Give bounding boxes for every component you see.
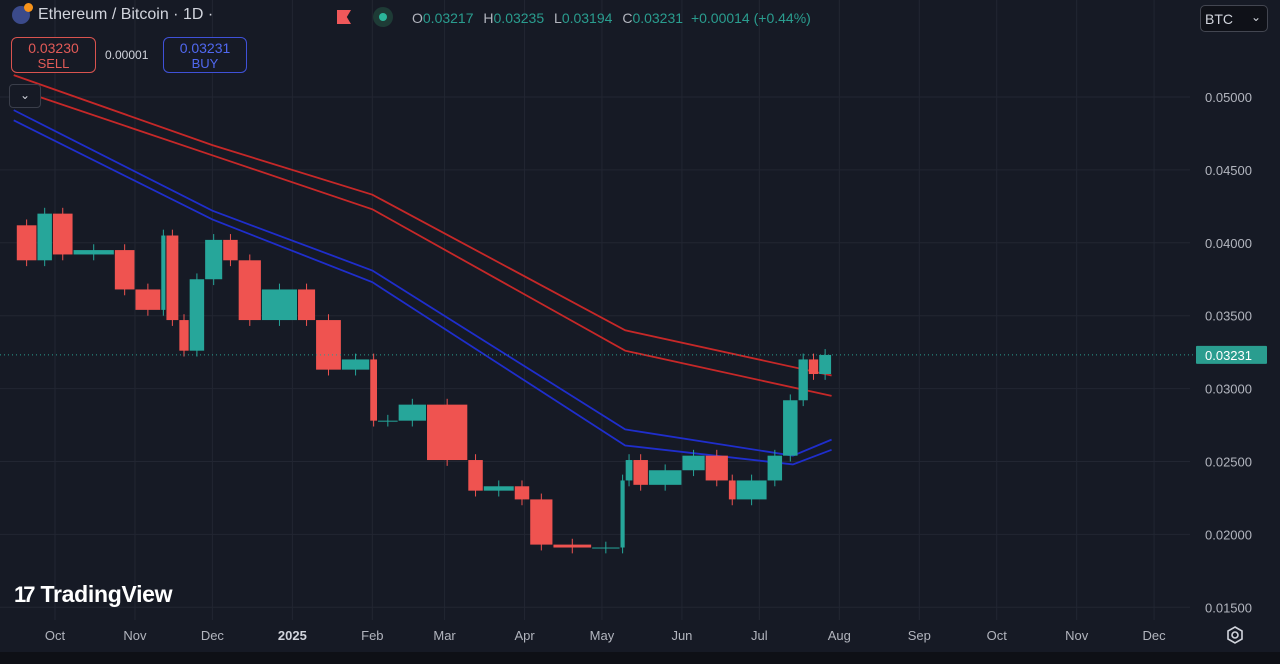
candle-body	[767, 455, 783, 481]
currency-select[interactable]: BTC ⌄	[1200, 5, 1268, 32]
candle-body	[468, 460, 483, 491]
last-price-label: 0.03231	[1205, 348, 1252, 363]
candle-body	[261, 289, 298, 321]
sell-price: 0.03230	[28, 40, 79, 56]
x-tick-label: Nov	[1065, 628, 1089, 643]
candle-body	[166, 235, 179, 321]
candle-body	[514, 486, 530, 500]
x-tick-label: Jul	[751, 628, 768, 643]
candle-body	[52, 213, 73, 255]
bottom-bar	[0, 652, 1280, 664]
candle-body	[341, 359, 370, 370]
candle-body	[378, 420, 398, 422]
x-tick-label: 2025	[278, 628, 307, 643]
symbol-title: Ethereum / Bitcoin · 1D ·	[38, 6, 214, 23]
x-tick-label: Mar	[433, 628, 456, 643]
candle-body	[648, 470, 682, 485]
candle-body	[620, 480, 625, 548]
candle-body	[73, 250, 114, 255]
collapse-button[interactable]: ⌄	[9, 84, 41, 108]
x-tick-label: Apr	[514, 628, 535, 643]
candle-body	[728, 480, 736, 500]
x-tick-label: May	[590, 628, 615, 643]
candle-body	[238, 260, 261, 321]
sell-label: SELL	[37, 56, 70, 71]
y-tick-label: 0.01500	[1205, 600, 1252, 615]
buy-price: 0.03231	[179, 40, 231, 56]
tradingview-logo[interactable]: 17 TradingView	[14, 581, 173, 607]
x-tick-label: Dec	[1143, 628, 1167, 643]
y-tick-label: 0.02500	[1205, 455, 1252, 470]
candle-body	[16, 225, 37, 261]
candle-body	[530, 499, 553, 545]
ohlc-readout: O0.03217 H0.03235 L0.03194 C0.03231 +0.0…	[412, 10, 811, 26]
candle-body	[705, 455, 728, 481]
moving-average-line	[13, 119, 832, 466]
candle-body	[298, 289, 316, 321]
candle-body	[223, 239, 238, 261]
moving-average-line	[13, 87, 832, 397]
symbol-header[interactable]: Ethereum / Bitcoin · 1D ·	[12, 3, 214, 24]
buy-label: BUY	[191, 56, 219, 71]
candle-body	[625, 460, 633, 481]
candle-body	[114, 250, 135, 290]
tradingview-mark-icon: 17	[14, 581, 36, 607]
candle-body	[179, 320, 189, 351]
live-dot-icon	[373, 7, 393, 27]
y-tick-label: 0.05000	[1205, 90, 1252, 105]
y-tick-label: 0.04000	[1205, 236, 1252, 251]
eth-btc-logo-icon	[12, 3, 33, 24]
y-tick-label: 0.03500	[1205, 309, 1252, 324]
candle-body	[553, 544, 592, 548]
spread-value: 0.00001	[105, 48, 149, 62]
candle-body	[161, 235, 166, 310]
gear-icon[interactable]	[1225, 625, 1245, 645]
x-tick-label: Jun	[671, 628, 692, 643]
x-tick-label: Nov	[123, 628, 147, 643]
candle-body	[370, 359, 377, 421]
candle-body	[316, 320, 341, 370]
candle-body	[633, 460, 648, 485]
candle-body	[189, 279, 205, 351]
x-tick-label: Oct	[987, 628, 1008, 643]
moving-average-line	[13, 74, 832, 377]
candle-body	[783, 400, 798, 456]
y-tick-label: 0.04500	[1205, 163, 1252, 178]
y-tick-label: 0.03000	[1205, 382, 1252, 397]
last-price-box	[1196, 345, 1267, 364]
y-tick-label: 0.02000	[1205, 527, 1252, 542]
chevron-down-icon: ⌄	[1250, 10, 1261, 24]
flag-icon[interactable]	[337, 10, 351, 24]
candle-body	[37, 213, 52, 261]
x-tick-label: Sep	[908, 628, 931, 643]
candle-body	[592, 547, 620, 549]
candle-body	[798, 359, 808, 401]
x-tick-label: Aug	[828, 628, 851, 643]
x-tick-label: Feb	[361, 628, 383, 643]
candle-body	[135, 289, 161, 310]
candle-body	[808, 359, 819, 375]
moving-average-line	[13, 109, 832, 457]
x-tick-label: Dec	[201, 628, 225, 643]
chevron-down-icon: ⌄	[19, 88, 31, 102]
candle-body	[483, 486, 514, 491]
buy-button[interactable]: 0.03231 BUY	[163, 37, 247, 73]
sell-button[interactable]: 0.03230 SELL	[11, 37, 96, 73]
candle-body	[736, 480, 767, 500]
x-tick-label: Oct	[45, 628, 66, 643]
candle-body	[205, 239, 223, 280]
candle-body	[682, 455, 705, 471]
candle-body	[819, 354, 832, 375]
candle-body	[398, 404, 427, 421]
candle-body	[427, 404, 468, 461]
